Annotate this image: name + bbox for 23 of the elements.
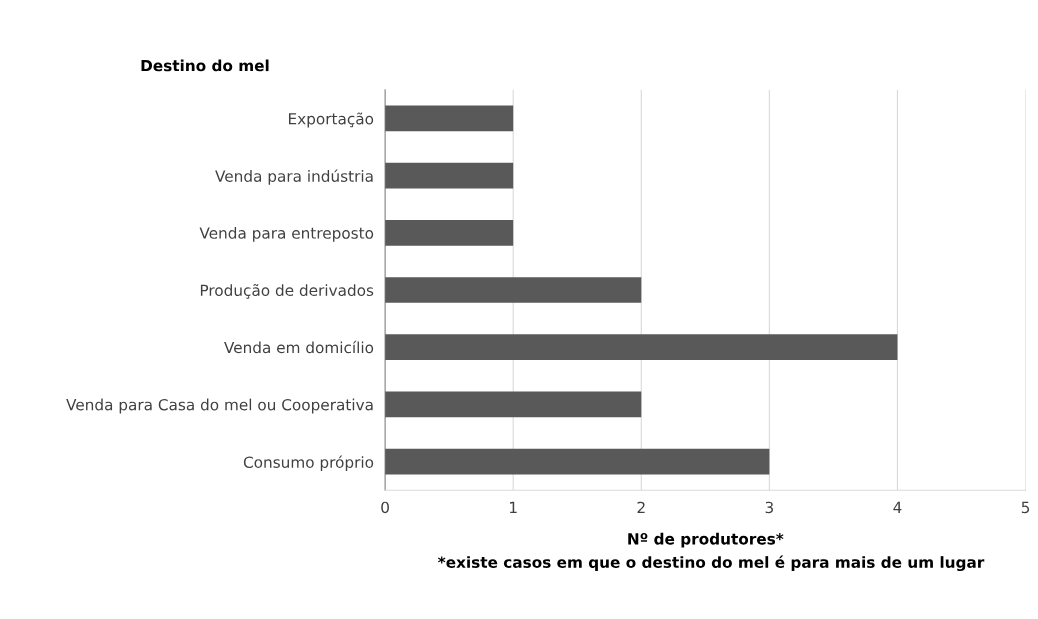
x-axis-title: Nº de produtores* [628, 532, 784, 548]
x-tick-label: 0 [381, 501, 389, 514]
bar [385, 391, 642, 418]
x-tick-label: 1 [510, 501, 517, 513]
text: *existe casos em que o destino do mel é para mais de um lugar [438, 555, 985, 572]
y-tick-label: Exportação [289, 112, 374, 128]
y-tick-label: Venda em domicílio [224, 340, 374, 354]
bar [385, 162, 514, 189]
bar [385, 219, 514, 246]
y-tick-label: Venda para indústria [215, 169, 373, 185]
y-tick-label: Produção de derivados [200, 283, 374, 299]
bar [385, 334, 898, 361]
bar [385, 448, 770, 475]
y-tick-label: Venda para entreposto [199, 226, 374, 242]
x-tick-label: 5 [1021, 501, 1030, 514]
bar [385, 105, 514, 132]
x-tick-label: 3 [765, 501, 773, 514]
x-tick-label: 2 [637, 501, 645, 513]
text: Destino do mel [141, 59, 269, 72]
y-tick-label: Consumo próprio [243, 455, 374, 471]
bar [385, 277, 642, 303]
y-tick-label: Venda para Casa do mel ou Cooperativa [66, 398, 373, 414]
x-tick-label: 4 [893, 501, 902, 513]
